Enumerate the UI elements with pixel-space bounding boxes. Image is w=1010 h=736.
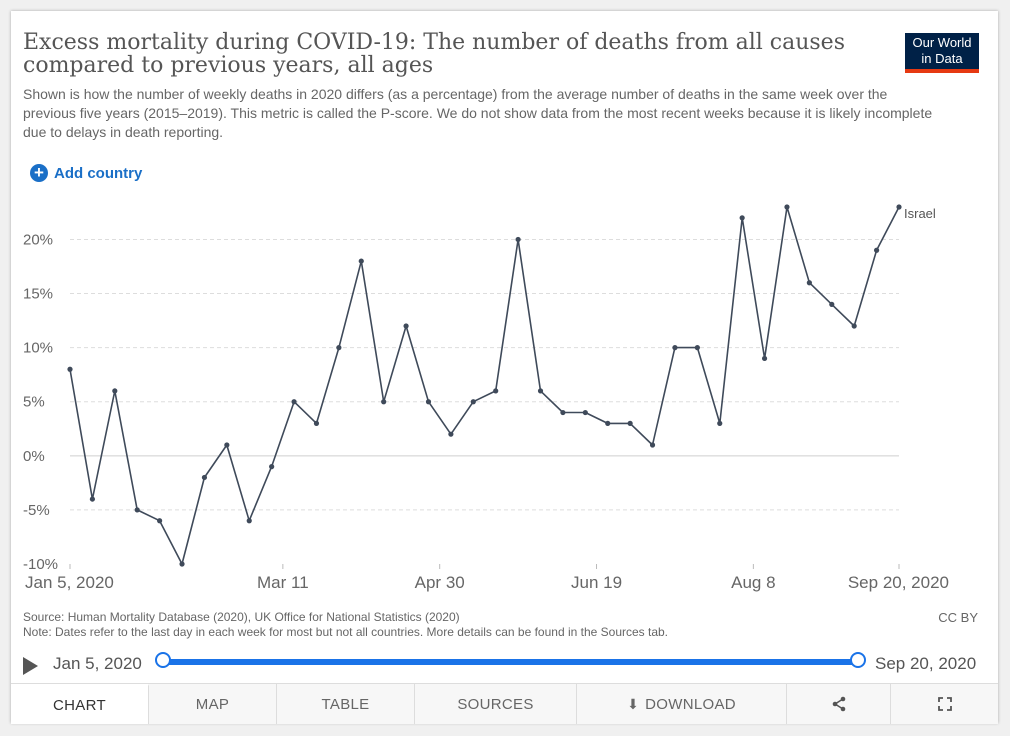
y-tick-label: -5% [23,502,50,519]
plus-icon: + [30,164,48,182]
data-point[interactable] [448,431,454,437]
chart-title: Excess mortality during COVID-19: The nu… [23,30,845,78]
logo-line-1: Our World [912,35,972,50]
timeline-start-handle[interactable] [155,652,171,668]
data-point[interactable] [672,345,678,351]
y-tick-label: 10% [23,340,53,357]
data-point[interactable] [806,280,812,286]
tab-download[interactable]: ⬇ DOWNLOAD [577,684,787,724]
data-point[interactable] [627,420,633,426]
line-chart: -10% -5% 0% 5% 10% 15% 20% Jan 5, 2020 Mar 11 Ap… [23,204,949,592]
data-point[interactable] [694,345,700,351]
owid-logo[interactable]: Our World in Data [905,33,979,73]
data-point[interactable] [112,388,118,394]
data-point[interactable] [605,420,611,426]
series-line-israel [69,206,900,565]
add-country-label: Add country [54,164,143,182]
x-tick-label: Jun 19 [571,573,622,592]
x-tick-label: Apr 30 [415,573,465,592]
logo-line-2: in Data [921,51,963,66]
data-point[interactable] [246,518,252,524]
data-point[interactable] [560,409,566,416]
data-point[interactable] [201,474,208,481]
timeline-end-label: Sep 20, 2020 [875,654,977,673]
sources-note: Source: Human Mortality Database (2020),… [23,610,923,640]
data-point[interactable] [291,399,297,405]
data-point[interactable] [403,323,409,329]
timeline-track[interactable] [163,659,858,665]
share-button[interactable] [787,684,891,724]
x-tick-label: Jan 5, 2020 [25,573,114,592]
data-point[interactable] [89,496,96,502]
timeline-end-handle[interactable] [850,652,866,668]
series-label-israel: Israel [904,206,936,221]
chart-subtitle: Shown is how the number of weekly deaths… [23,86,933,140]
data-point[interactable] [761,355,768,362]
add-country-button[interactable]: + Add country [30,162,142,184]
play-icon[interactable] [23,657,38,675]
data-point[interactable] [829,301,835,307]
source-text: Source: Human Mortality Database (2020),… [23,610,460,624]
x-tick-label: Aug 8 [731,573,775,592]
data-point[interactable] [493,388,499,394]
data-point[interactable] [134,507,140,513]
data-point[interactable] [157,518,163,524]
x-tick-label: Mar 11 [257,573,309,592]
fullscreen-button[interactable] [891,684,998,724]
data-point[interactable] [224,442,230,448]
tab-table[interactable]: TABLE [277,684,415,724]
data-point[interactable] [425,399,432,405]
data-point[interactable] [582,409,588,416]
y-tick-label: -10% [23,556,58,573]
tab-download-label: DOWNLOAD [645,695,736,713]
share-icon [832,696,845,712]
license-link[interactable]: CC BY [938,610,978,625]
data-point[interactable] [896,204,902,210]
data-point[interactable] [336,345,342,351]
data-point[interactable] [313,420,320,426]
data-point[interactable] [179,561,185,567]
data-point[interactable] [649,442,656,448]
chart-card: Excess mortality during COVID-19: The nu… [11,11,998,724]
data-point[interactable] [851,323,857,329]
timeline: Jan 5, 2020 Sep 20, 2020 [23,651,983,679]
y-tick-label: 20% [23,231,53,248]
data-point[interactable] [381,399,387,405]
timeline-start-label: Jan 5, 2020 [53,654,142,673]
tab-chart[interactable]: CHART [11,684,149,724]
data-point[interactable] [470,399,476,405]
data-point[interactable] [873,247,880,253]
data-point[interactable] [269,464,275,470]
data-point[interactable] [515,236,521,243]
data-point[interactable] [784,204,790,210]
y-tick-label: 5% [23,394,45,411]
tab-sources[interactable]: SOURCES [415,684,577,724]
y-tick-label: 15% [23,286,53,303]
data-point[interactable] [537,388,544,394]
y-tick-label: 0% [23,448,45,465]
data-point[interactable] [358,258,364,264]
tab-bar: CHART MAP TABLE SOURCES ⬇ DOWNLOAD [11,683,998,724]
fullscreen-icon [937,697,952,711]
data-point[interactable] [717,420,723,426]
download-icon: ⬇ [627,695,640,712]
data-point[interactable] [67,366,73,372]
data-point[interactable] [739,215,745,221]
tab-map[interactable]: MAP [149,684,277,724]
x-tick-label: Sep 20, 2020 [848,573,949,592]
note-text: Note: Dates refer to the last day in eac… [23,625,669,639]
